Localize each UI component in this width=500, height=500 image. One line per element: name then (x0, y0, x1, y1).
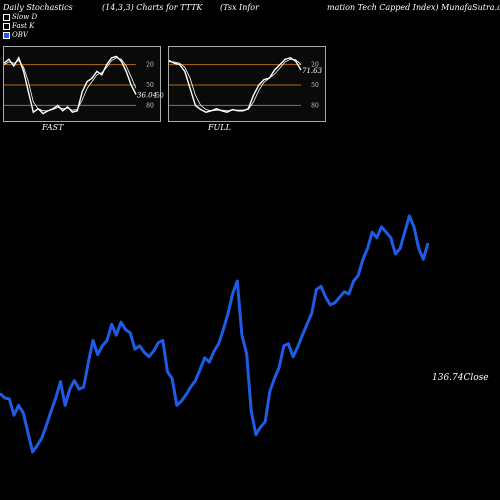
tick-label-80: 20 (146, 62, 154, 69)
chart-name-part1: (Tsx Infor (220, 3, 259, 12)
chart-params: (14,3,3) Charts for TTTK (102, 3, 203, 12)
full-stochastic-panel: 80 50 20 71.63 (168, 46, 326, 122)
chart-title-left: Daily Stochastics (3, 3, 73, 12)
tick-label-20: 80 (311, 102, 319, 109)
level-label: 50 (156, 93, 164, 100)
series-line-slow-d (3, 57, 137, 112)
full-panel-label: FULL (208, 123, 231, 132)
legend-label-obv: OBV (12, 31, 28, 39)
tick-label-80: 20 (311, 62, 319, 69)
series-line-slow-d (169, 58, 302, 112)
fast-stochastic-panel: 80 50 20 36.04 50 (3, 46, 164, 122)
tick-label-50: 50 (146, 82, 154, 89)
legend-label-slow-d: Slow D (12, 13, 38, 21)
chart-name-part2: mation Tech Capped Index) MunafaSutra.co… (327, 3, 500, 12)
last-value-label: 36.04 (137, 92, 157, 100)
legend-swatch-fast-k (3, 23, 10, 30)
legend-item-slow-d: Slow D (3, 13, 37, 22)
legend-swatch-obv (3, 32, 10, 39)
legend-swatch-slow-d (3, 14, 10, 21)
tick-label-20: 80 (146, 102, 154, 109)
tick-label-50: 50 (311, 82, 319, 89)
close-price-label: 136.74Close (432, 373, 489, 383)
legend-item-fast-k: Fast K (3, 22, 37, 31)
legend-item-obv: OBV (3, 31, 37, 40)
legend: Slow D Fast K OBV (3, 13, 37, 40)
legend-label-fast-k: Fast K (12, 22, 35, 30)
obv-line (0, 214, 430, 454)
fast-panel-label: FAST (42, 123, 64, 132)
last-value-label: 71.63 (302, 67, 323, 75)
